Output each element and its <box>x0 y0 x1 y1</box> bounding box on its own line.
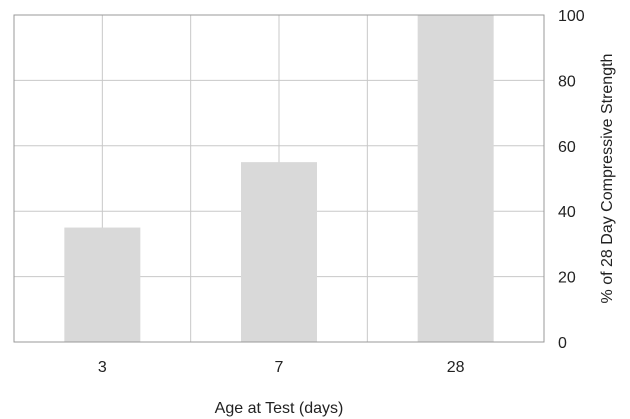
y-tick-label: 80 <box>558 73 576 90</box>
x-tick-label: 7 <box>275 359 284 376</box>
x-tick-label: 3 <box>98 359 107 376</box>
y-tick-label: 40 <box>558 204 576 221</box>
bars <box>64 15 494 342</box>
x-tick-labels: 3 7 28 <box>98 359 465 376</box>
y-axis-title: % of 28 Day Compressive Strength <box>599 54 616 304</box>
x-tick-label: 28 <box>447 359 465 376</box>
plot-frame <box>13 14 545 343</box>
y-tick-labels: 0 20 40 60 80 100 <box>558 8 585 352</box>
y-tick-label: 100 <box>558 8 585 25</box>
bar-7 <box>241 162 317 342</box>
bar-3 <box>64 227 141 342</box>
y-tick-label: 20 <box>558 270 576 287</box>
bar-28 <box>417 15 494 342</box>
x-axis-title: Age at Test (days) <box>215 400 344 417</box>
y-tick-label: 60 <box>558 139 576 156</box>
y-tick-label: 0 <box>558 335 567 352</box>
